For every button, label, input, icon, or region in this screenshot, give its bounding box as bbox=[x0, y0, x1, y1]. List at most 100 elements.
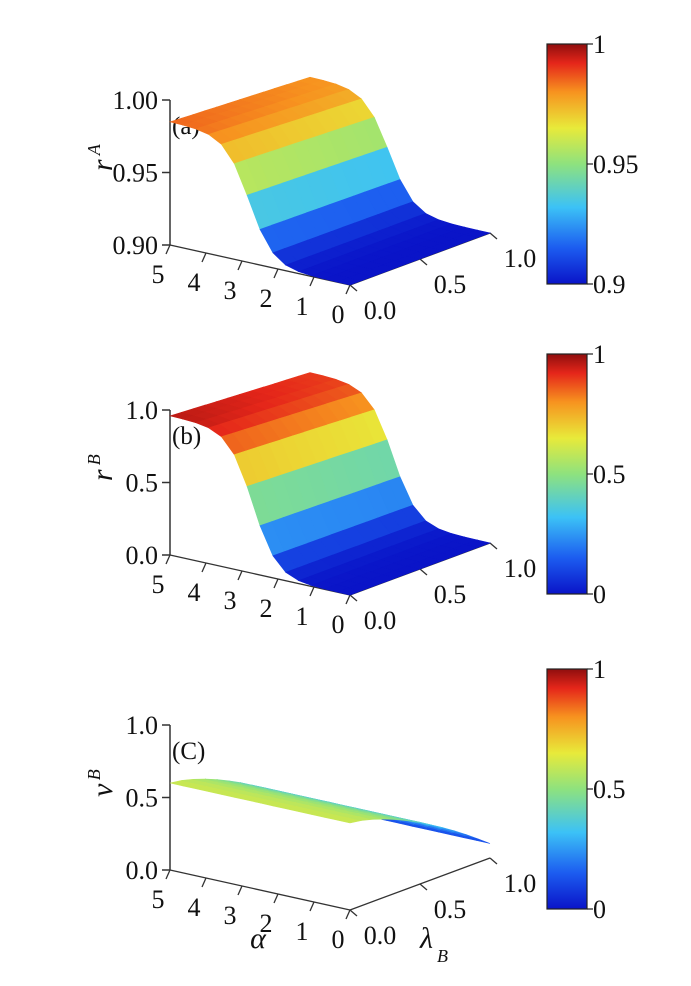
surface-patch bbox=[464, 229, 492, 238]
alpha-tick-mark bbox=[201, 877, 207, 888]
lambda-tick-label: 1.0 bbox=[504, 869, 537, 898]
alpha-tick-label: 5 bbox=[152, 885, 165, 914]
colorbar-tick-label: 0 bbox=[593, 580, 606, 609]
alpha-tick-label: 0 bbox=[332, 610, 345, 639]
colorbar-tick-label: 0 bbox=[593, 895, 606, 924]
lambda-tick-label: 0.0 bbox=[364, 296, 397, 325]
alpha-tick-label: 5 bbox=[152, 570, 165, 599]
z-axis-label: vB bbox=[84, 769, 119, 797]
colorbar-tick-label: 1 bbox=[593, 340, 606, 369]
alpha-tick-label: 3 bbox=[224, 586, 237, 615]
panel-label: (b) bbox=[172, 423, 201, 450]
alpha-tick-label: 2 bbox=[260, 594, 273, 623]
alpha-tick-label: 4 bbox=[188, 578, 201, 607]
alpha-tick-label: 3 bbox=[224, 901, 237, 930]
colorbar-tick-label: 0.95 bbox=[593, 150, 639, 179]
alpha-tick-label: 1 bbox=[296, 602, 309, 631]
lambda-tick-mark bbox=[349, 284, 358, 292]
panel-2: 0.00.51.0rB(b)5 4 3 2 1 0 0.00.51.000.51 bbox=[84, 340, 626, 639]
alpha-tick-label: 0 bbox=[332, 925, 345, 954]
alpha-tick-label: 2 bbox=[260, 909, 273, 938]
lambda-tick-label: 0.5 bbox=[434, 580, 467, 609]
z-tick-label: 0.5 bbox=[126, 469, 159, 498]
z-tick-label: 0.90 bbox=[113, 231, 159, 260]
z-axis-label-sup: B bbox=[84, 454, 104, 465]
lambda-tick-label: 1.0 bbox=[504, 554, 537, 583]
alpha-tick-mark bbox=[273, 893, 279, 904]
lambda-tick-label: 0.0 bbox=[364, 606, 397, 635]
lambda-axis-title: λ bbox=[419, 922, 433, 955]
lambda-tick-mark bbox=[489, 542, 498, 550]
alpha-tick-mark bbox=[237, 570, 243, 581]
lambda-tick-label: 0.5 bbox=[434, 270, 467, 299]
alpha-tick-mark bbox=[273, 578, 279, 589]
z-tick-label: 1.00 bbox=[113, 86, 159, 115]
z-tick-label: 0.0 bbox=[126, 856, 159, 885]
alpha-tick-label: 4 bbox=[188, 268, 201, 297]
alpha-tick-mark bbox=[201, 562, 207, 573]
colorbar bbox=[546, 43, 588, 285]
colorbar bbox=[546, 668, 588, 910]
alpha-tick-label: 1 bbox=[296, 917, 309, 946]
z-tick-label: 0.0 bbox=[126, 541, 159, 570]
z-axis-label: rB bbox=[84, 454, 119, 481]
lambda-tick-mark bbox=[489, 857, 498, 865]
alpha-tick-label: 1 bbox=[296, 292, 309, 321]
alpha-tick-mark bbox=[345, 909, 351, 920]
panel-label: (C) bbox=[172, 738, 205, 765]
z-axis-label-sup: A bbox=[84, 143, 104, 156]
alpha-axis-title: α bbox=[250, 922, 267, 955]
colorbar bbox=[546, 353, 588, 595]
alpha-tick-label: 3 bbox=[224, 276, 237, 305]
z-tick-label: 1.0 bbox=[126, 396, 159, 425]
alpha-tick-mark bbox=[309, 901, 315, 912]
surface bbox=[168, 372, 492, 596]
lambda-tick-label: 0.5 bbox=[434, 895, 467, 924]
alpha-tick-label: 5 bbox=[152, 260, 165, 289]
surface bbox=[169, 778, 491, 844]
surface-patch bbox=[464, 539, 492, 548]
lambda-tick-mark bbox=[419, 568, 428, 576]
alpha-tick-mark bbox=[237, 260, 243, 271]
alpha-axis-line bbox=[169, 869, 351, 911]
z-axis-label-text: v bbox=[86, 783, 119, 797]
z-tick-label: 0.5 bbox=[126, 784, 159, 813]
surface bbox=[168, 76, 492, 286]
alpha-tick-mark bbox=[201, 252, 207, 263]
z-tick-label: 1.0 bbox=[126, 711, 159, 740]
alpha-axis-line bbox=[169, 554, 351, 596]
z-tick-label: 0.95 bbox=[113, 159, 159, 188]
colorbar-tick-label: 0.5 bbox=[593, 775, 626, 804]
z-axis-label-sup: B bbox=[84, 769, 104, 780]
colorbar-tick-label: 1 bbox=[593, 655, 606, 684]
lambda-tick-mark bbox=[349, 594, 358, 602]
alpha-tick-mark bbox=[165, 554, 171, 565]
z-axis-label-text: r bbox=[86, 159, 119, 171]
lambda-tick-mark bbox=[349, 909, 358, 917]
panel-3: 0.00.51.0vB(C)5 4 3 2 1 0 0.00.51.000.51 bbox=[84, 655, 626, 954]
lambda-tick-label: 1.0 bbox=[504, 244, 537, 273]
alpha-tick-mark bbox=[165, 244, 171, 255]
colorbar-tick-label: 0.5 bbox=[593, 460, 626, 489]
lambda-tick-mark bbox=[489, 232, 498, 240]
alpha-tick-mark bbox=[345, 284, 351, 295]
alpha-tick-mark bbox=[237, 885, 243, 896]
z-axis-label: rA bbox=[84, 143, 119, 171]
alpha-tick-mark bbox=[165, 869, 171, 880]
alpha-tick-mark bbox=[309, 276, 315, 287]
alpha-tick-label: 2 bbox=[260, 284, 273, 313]
surface-patch bbox=[465, 835, 491, 844]
alpha-axis-line bbox=[169, 244, 351, 286]
lambda-axis-title-sub: B bbox=[437, 946, 448, 966]
alpha-tick-label: 0 bbox=[332, 300, 345, 329]
alpha-tick-mark bbox=[345, 594, 351, 605]
lambda-tick-label: 0.0 bbox=[364, 921, 397, 950]
z-axis-label-text: r bbox=[86, 469, 119, 481]
alpha-tick-mark bbox=[309, 586, 315, 597]
colorbar-tick-label: 0.9 bbox=[593, 270, 626, 299]
alpha-tick-label: 4 bbox=[188, 893, 201, 922]
lambda-tick-mark bbox=[419, 883, 428, 891]
lambda-tick-mark bbox=[419, 258, 428, 266]
